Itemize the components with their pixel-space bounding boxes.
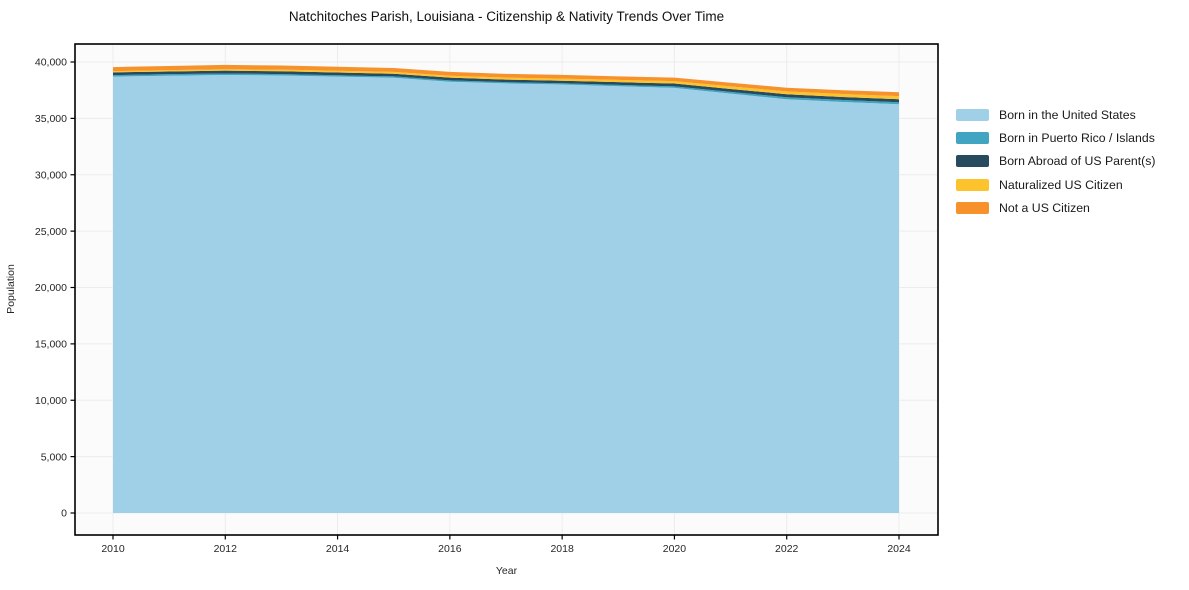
legend-swatch-2: [956, 155, 989, 168]
y-tick-label: 0: [61, 508, 67, 520]
area-series-0: [113, 74, 899, 513]
legend-swatch-1: [956, 132, 989, 145]
legend-item: Born in the United States: [956, 103, 1156, 126]
y-tick-label: 35,000: [35, 113, 67, 125]
legend-item: Born Abroad of US Parent(s): [956, 150, 1156, 173]
legend-label: Not a US Citizen: [999, 201, 1090, 216]
area-series-2: [113, 70, 899, 103]
legend-item: Not a US Citizen: [956, 197, 1156, 220]
x-tick-label: 2012: [214, 543, 238, 555]
x-tick-label: 2020: [663, 543, 687, 555]
x-tick-label: 2014: [326, 543, 350, 555]
y-tick-label: 30,000: [35, 169, 67, 181]
x-tick-label: 2018: [550, 543, 574, 555]
legend-label: Born in Puerto Rico / Islands: [999, 131, 1155, 146]
legend: Born in the United States Born in Puerto …: [956, 103, 1156, 220]
y-tick-label: 15,000: [35, 339, 67, 351]
legend-item: Born in Puerto Rico / Islands: [956, 126, 1156, 149]
chart-title: Natchitoches Parish, Louisiana - Citizen…: [288, 9, 725, 24]
y-tick-label: 20,000: [35, 282, 67, 294]
x-tick-label: 2010: [101, 543, 125, 555]
x-tick-label: 2022: [775, 543, 799, 555]
x-tick-label: 2024: [887, 543, 911, 555]
y-tick-label: 25,000: [35, 226, 67, 238]
legend-swatch-3: [956, 178, 989, 191]
x-tick-label: 2016: [438, 543, 462, 555]
legend-item: Naturalized US Citizen: [956, 173, 1156, 196]
legend-label: Born in the United States: [999, 107, 1136, 122]
legend-label: Naturalized US Citizen: [999, 177, 1123, 192]
y-tick-label: 40,000: [35, 57, 67, 69]
y-tick-label: 5,000: [41, 451, 67, 463]
area-series-4: [113, 64, 899, 97]
x-axis-label: Year: [495, 565, 518, 577]
y-axis-label: Population: [5, 264, 17, 314]
plot-border: [74, 43, 939, 536]
legend-swatch-0: [956, 108, 989, 121]
legend-label: Born Abroad of US Parent(s): [999, 154, 1156, 169]
y-tick-label: 10,000: [35, 395, 67, 407]
legend-swatch-4: [956, 202, 989, 215]
